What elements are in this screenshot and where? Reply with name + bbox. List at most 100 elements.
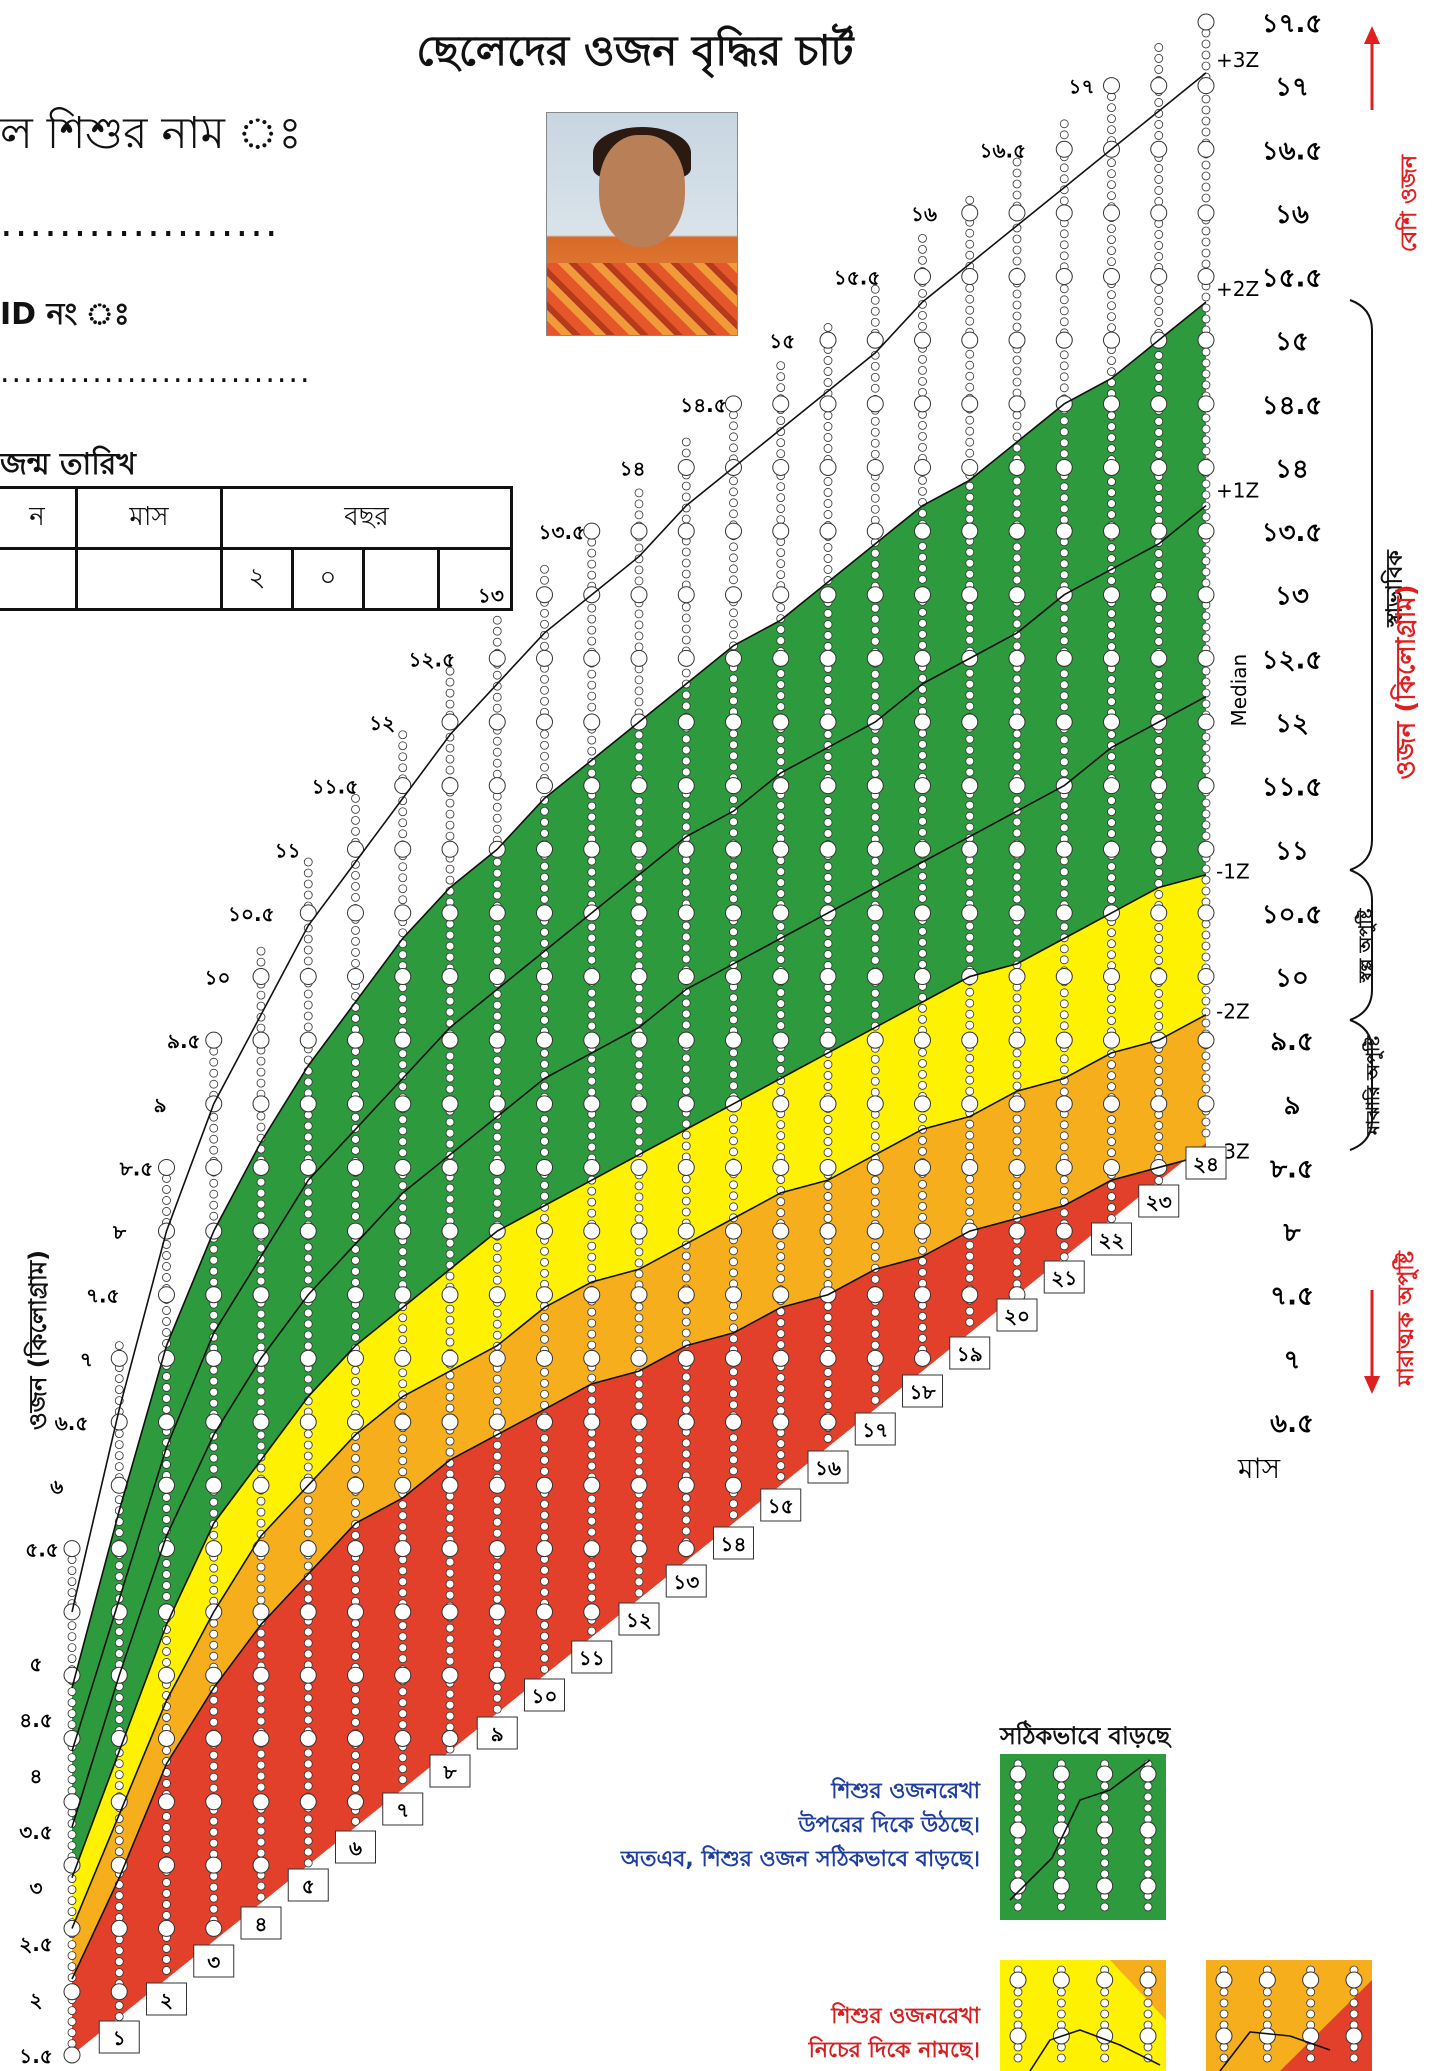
x-tick-box [429, 1754, 471, 1788]
grid-dot [823, 1324, 833, 1333]
grid-ring [725, 1413, 742, 1431]
grid-dot [445, 1722, 455, 1732]
grid-ring [158, 1158, 175, 1176]
grid-dot [918, 321, 927, 331]
grid-dot [587, 757, 597, 767]
grid-ring [488, 1158, 506, 1176]
grid-dot [256, 1386, 266, 1396]
dob-year-digit-2[interactable]: ০ [291, 547, 365, 611]
grid-ring [1150, 140, 1168, 158]
grid-dot [681, 1317, 691, 1327]
grid-ring [1103, 1095, 1120, 1113]
x-tick-box [287, 1868, 329, 1902]
grid-dot [729, 762, 738, 772]
grid-ring [205, 1476, 223, 1494]
grid-dot [256, 1892, 266, 1902]
grid-dot [1201, 864, 1211, 874]
grid-dot [634, 1500, 644, 1510]
grid-ring [1150, 649, 1168, 667]
child-name-field[interactable]: ................... [0, 200, 280, 246]
grid-dot [587, 933, 597, 943]
grid-dot [303, 857, 313, 867]
grid-dot [351, 1068, 360, 1078]
grid-dot [1107, 543, 1116, 553]
grid-dot [209, 1827, 219, 1837]
x-tick-label: ১৬ [815, 1456, 841, 1480]
grid-dot [1154, 296, 1164, 305]
grid-dot [681, 1064, 691, 1074]
dob-day-cell[interactable] [0, 547, 78, 611]
grid-dot [1012, 1070, 1022, 1080]
grid-dot [445, 1007, 455, 1017]
y-tick-right: ১৬.৫ [1262, 136, 1323, 166]
grid-dot [445, 666, 455, 676]
grid-dot [540, 1653, 549, 1663]
grid-ring [583, 713, 601, 731]
dob-month-cell[interactable] [75, 547, 223, 611]
y-tick-left: ৭ [80, 1347, 93, 1371]
grid-dot [256, 1496, 266, 1506]
grid-dot [351, 1079, 360, 1089]
grid-ring [1055, 522, 1073, 540]
grid-dot [870, 812, 880, 822]
grid-dot [823, 1192, 833, 1201]
grid-dot [918, 893, 927, 903]
grid-ring [252, 1540, 270, 1558]
grid-ring [299, 904, 317, 922]
dob-year-digit-4[interactable] [437, 547, 513, 611]
grid-dot [398, 1566, 408, 1576]
grid-ring [252, 968, 270, 986]
grid-ring [441, 1730, 459, 1747]
grid-ring [866, 395, 884, 413]
x-tick-label: ৮ [443, 1760, 458, 1784]
grid-dot [823, 565, 833, 574]
grid-dot [918, 420, 927, 430]
zlabel-+3Z: +3Z [1216, 48, 1259, 72]
legend-bad2-dot [1219, 1998, 1229, 2008]
grid-dot [162, 1328, 171, 1337]
dob-year-digit-3[interactable] [362, 547, 440, 611]
grid-dot [918, 574, 927, 584]
grid-dot [729, 1455, 738, 1465]
grid-dot [492, 1242, 502, 1252]
dob-year-digit-1[interactable]: ২ [220, 547, 294, 611]
id-field[interactable]: ........................... [0, 355, 312, 390]
grid-dot [209, 1134, 219, 1144]
grid-dot [1107, 1203, 1116, 1213]
grid-dot [729, 564, 738, 574]
legend-good-dot [1100, 1869, 1110, 1879]
grid-ring [1103, 331, 1120, 349]
grid-dot [634, 1456, 644, 1466]
grid-dot [1154, 1011, 1164, 1020]
grid-dot [492, 1583, 502, 1593]
grid-dot [303, 1077, 313, 1087]
id-label: ID নং ঃ [0, 297, 130, 332]
grid-dot [776, 1439, 786, 1449]
zone-moderate-label: মাঝারি অপুষ্টি [1363, 1035, 1385, 1136]
grid-dot [256, 1463, 266, 1473]
grid-dot [162, 1405, 171, 1414]
grid-dot [209, 1640, 219, 1650]
grid-dot [776, 372, 786, 382]
legend-good-dot [1056, 1781, 1066, 1791]
grid-dot [1201, 556, 1211, 566]
grid-dot [776, 1087, 786, 1097]
grid-dot [1059, 559, 1069, 569]
grid-dot [492, 1506, 502, 1516]
grid-dot [1107, 1214, 1116, 1224]
grid-dot [445, 1051, 455, 1061]
grid-dot [1012, 443, 1022, 453]
grid-dot [1059, 988, 1069, 998]
grid-dot [681, 1493, 691, 1503]
grid-dot [256, 1771, 266, 1781]
y-tick-right: ১১ [1275, 836, 1309, 866]
grid-ring [1150, 840, 1168, 858]
grid-dot [1012, 289, 1022, 299]
grid-dot [729, 1136, 738, 1146]
grid-dot [256, 1628, 266, 1638]
grid-dot [1201, 380, 1211, 390]
grid-dot [1059, 757, 1069, 767]
grid-dot [1107, 796, 1116, 806]
grid-dot [492, 890, 502, 900]
grid-ring [1197, 268, 1215, 286]
